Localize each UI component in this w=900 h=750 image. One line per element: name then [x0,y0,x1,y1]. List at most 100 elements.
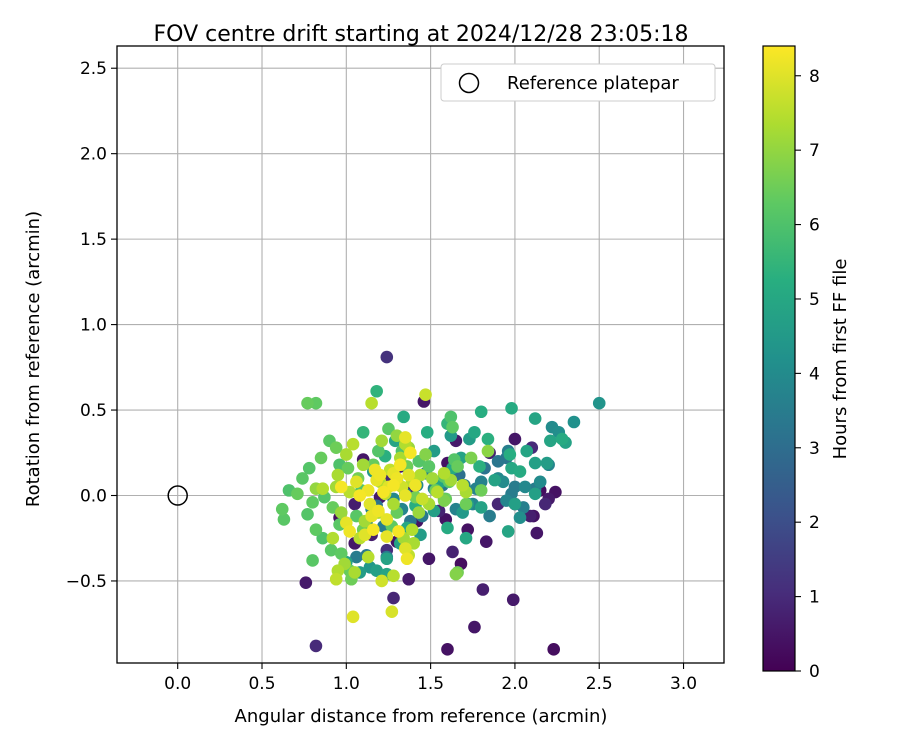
x-axis-ticks: 0.0 0.5 1.0 1.5 2.0 2.5 3.0 [164,663,697,694]
x-tick-label: 2.5 [586,674,613,694]
data-point [409,478,422,492]
data-point [334,506,348,519]
data-point [474,484,488,497]
data-point [370,384,383,398]
data-point [380,552,394,566]
data-point [464,451,478,465]
y-tick-label: −0.5 [66,572,107,592]
data-point [404,446,417,460]
data-point [387,569,400,583]
y-tick-label: 2.5 [80,59,107,79]
data-point [488,473,501,487]
data-point [306,496,319,509]
data-point [449,567,463,581]
data-points [275,350,606,656]
data-point [277,513,291,526]
data-point [306,554,319,567]
data-point [501,525,515,538]
data-point [441,643,454,656]
x-tick-label: 0.0 [164,674,191,694]
data-point [456,478,469,492]
data-point [547,643,561,656]
data-point [309,523,323,536]
data-point [334,480,348,494]
data-point [476,583,490,596]
data-point [441,521,454,535]
colorbar-tick-label: 5 [809,290,820,310]
data-point [592,396,606,410]
x-tick-label: 0.5 [248,674,275,694]
data-point [508,432,522,446]
data-point [387,478,400,492]
data-point [373,468,387,482]
data-point [299,576,313,589]
data-point [399,489,412,502]
data-point [530,526,544,540]
data-point [474,501,488,514]
data-point [518,480,532,494]
data-point [326,531,340,545]
data-point [473,460,486,473]
y-tick-label: 0.5 [80,401,107,421]
data-point [402,468,415,482]
data-point [513,465,527,478]
data-point [370,564,383,578]
data-point [343,525,356,538]
data-point [301,396,314,410]
data-point [505,402,518,415]
data-point [365,396,378,410]
colorbar-tick-label: 1 [809,588,820,608]
data-point [399,431,412,444]
data-point [567,415,581,429]
data-point [474,405,488,419]
data-point [392,525,405,538]
data-point [446,420,459,434]
data-point [380,530,394,543]
data-point [301,508,314,521]
x-tick-label: 2.0 [501,674,528,694]
data-point [353,489,367,502]
data-point [437,494,451,507]
data-point [350,550,363,564]
data-point [414,468,427,482]
data-point [538,497,552,511]
data-point [350,475,363,489]
data-point [420,425,434,439]
reference-marker-group [167,485,188,506]
data-point [528,456,542,470]
legend-box [440,63,716,102]
data-point [387,591,400,605]
data-point [422,552,436,566]
data-point [382,422,395,436]
colorbar-tick-label: 0 [809,662,820,682]
data-point [412,506,426,519]
y-axis-ticks: −0.5 0.0 0.5 1.0 1.5 2.0 2.5 [66,59,117,592]
y-tick-label: 1.0 [80,316,107,336]
data-point [346,610,360,624]
data-point [334,547,348,560]
data-point [431,485,444,499]
data-point [341,461,355,475]
data-point [503,448,517,461]
y-axis-label: Rotation from reference (arcmin) [23,211,44,507]
plot-area [117,46,724,663]
colorbar-tick-label: 3 [809,439,820,459]
data-point [393,458,407,472]
data-point [340,448,353,461]
data-point [533,475,547,489]
data-point [513,511,527,525]
data-point [523,509,537,523]
legend: Reference platepar [440,63,716,102]
data-point [377,485,390,499]
data-point [316,482,330,495]
data-point [372,504,385,518]
data-point [446,545,459,559]
data-point [444,410,458,424]
data-point [415,492,429,506]
data-point [324,543,338,557]
data-point [296,472,309,485]
colorbar-label: Hours from first FF file [830,259,851,460]
data-point [366,523,380,536]
y-tick-label: 1.5 [80,230,107,250]
